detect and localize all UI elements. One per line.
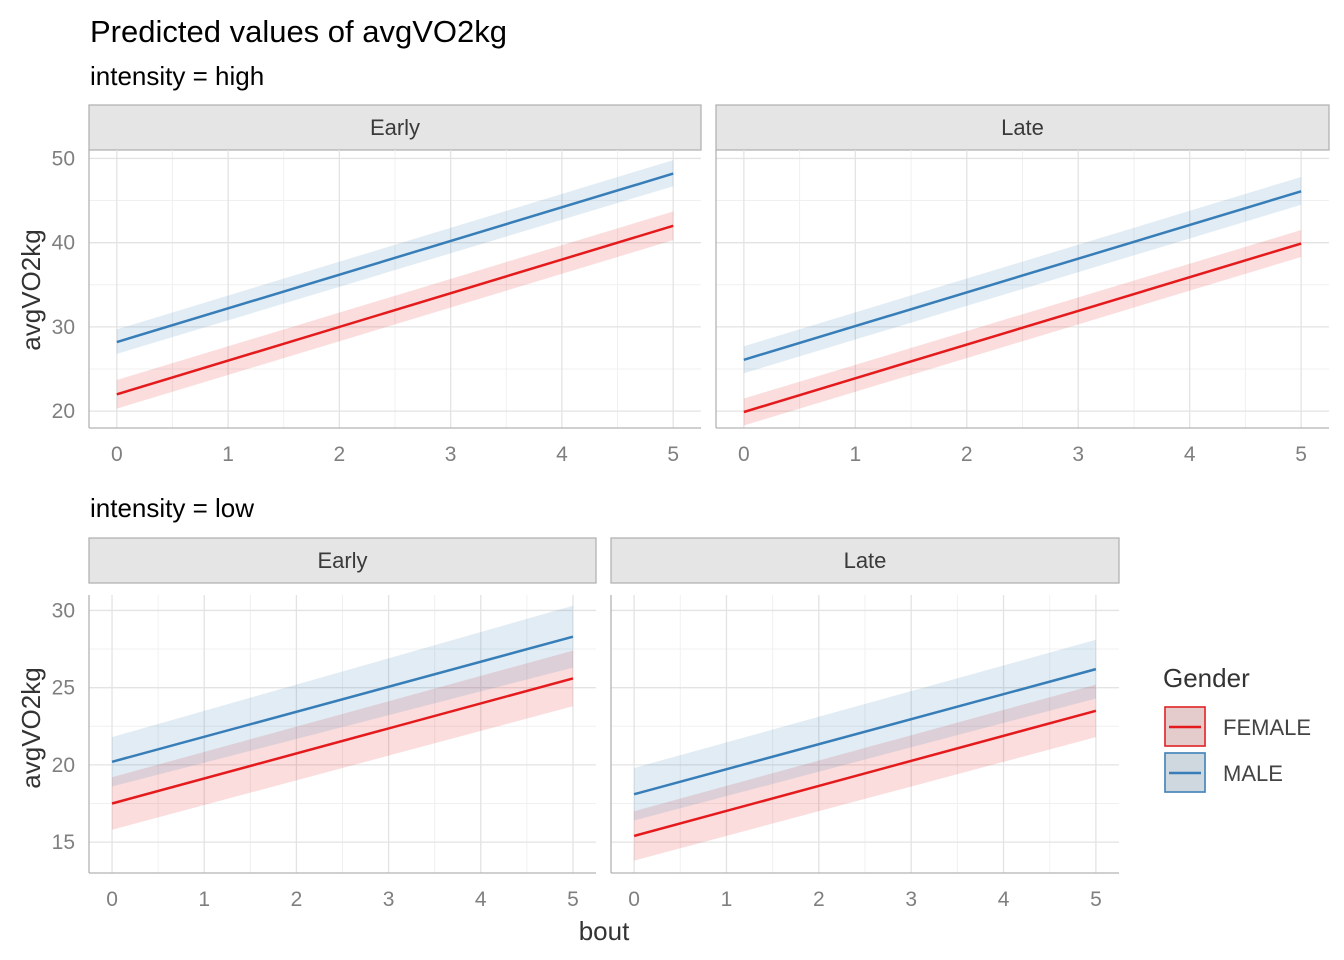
- y-tick-label: 30: [52, 316, 75, 339]
- y-tick-label: 30: [52, 599, 75, 622]
- series-line-female: [633, 709, 1097, 838]
- panel-0: Early 0 1 2 3 4 5 20 30 40 50: [52, 104, 702, 466]
- x-tick-label: 5: [1090, 888, 1102, 911]
- facet-label: Late: [1001, 115, 1044, 140]
- legend-label: MALE: [1223, 761, 1283, 786]
- x-tick-label: 1: [222, 443, 234, 466]
- x-tick-label: 3: [905, 888, 917, 911]
- legend-item-male: MALE: [1164, 752, 1283, 793]
- x-tick-label: 1: [849, 443, 861, 466]
- series-line-female: [111, 677, 574, 805]
- panel-1: Late 0 1 2 3 4 5: [715, 104, 1330, 466]
- x-tick-label: 0: [738, 443, 750, 466]
- x-tick-label: 1: [721, 888, 733, 911]
- legend-items: FEMALE MALE: [1164, 706, 1311, 793]
- series-line-female: [116, 224, 674, 396]
- x-tick-label: 5: [1295, 443, 1307, 466]
- legend-label: FEMALE: [1223, 715, 1311, 740]
- panel-2: Early 0 1 2 3 4 5 15 20 25 30: [52, 537, 597, 911]
- panel-3: Late 0 1 2 3 4 5: [610, 537, 1120, 911]
- subtitle-high: intensity = high: [90, 61, 264, 91]
- y-tick-label: 20: [52, 400, 75, 423]
- x-axis-title: bout: [579, 916, 630, 946]
- subtitle-low: intensity = low: [90, 493, 254, 523]
- y-axis-title-high: avgVO2kg: [16, 229, 46, 350]
- x-tick-label: 2: [813, 888, 825, 911]
- x-tick-label: 4: [998, 888, 1010, 911]
- x-tick-label: 3: [445, 443, 457, 466]
- legend-item-female: FEMALE: [1164, 706, 1311, 747]
- series-line-male: [111, 635, 574, 764]
- y-axis-title-low: avgVO2kg: [16, 667, 46, 788]
- x-tick-label: 0: [628, 888, 640, 911]
- x-tick-label: 0: [106, 888, 118, 911]
- x-tick-label: 4: [1184, 443, 1196, 466]
- x-tick-label: 2: [291, 888, 303, 911]
- y-tick-label: 50: [52, 147, 75, 170]
- x-tick-label: 3: [383, 888, 395, 911]
- x-tick-label: 2: [334, 443, 346, 466]
- legend-title: Gender: [1163, 663, 1250, 693]
- x-tick-label: 0: [111, 443, 123, 466]
- series-line-male: [633, 667, 1097, 796]
- x-tick-label: 1: [198, 888, 210, 911]
- x-tick-label: 5: [567, 888, 579, 911]
- y-tick-label: 15: [52, 831, 75, 854]
- series-line-female: [743, 242, 1302, 414]
- chart-title: Predicted values of avgVO2kg: [90, 14, 507, 49]
- facet-strip: [610, 537, 1120, 584]
- series-line-male: [743, 190, 1302, 361]
- facet-strip: [88, 537, 597, 584]
- x-tick-label: 5: [667, 443, 679, 466]
- legend: Gender FEMALE MALE: [1163, 663, 1311, 793]
- y-tick-label: 20: [52, 754, 75, 777]
- x-tick-label: 4: [475, 888, 487, 911]
- facet-strip: [715, 104, 1330, 151]
- x-tick-label: 3: [1072, 443, 1084, 466]
- ci-ribbon-male: [634, 639, 1096, 821]
- y-tick-label: 25: [52, 677, 75, 700]
- x-tick-label: 4: [556, 443, 568, 466]
- facet-label: Late: [844, 548, 887, 573]
- ci-ribbon-male: [112, 605, 573, 787]
- facet-label: Early: [370, 115, 420, 140]
- series-line-male: [116, 172, 674, 344]
- x-tick-label: 2: [961, 443, 973, 466]
- y-tick-label: 40: [52, 232, 75, 255]
- facet-strip: [88, 104, 702, 151]
- facet-label: Early: [317, 548, 367, 573]
